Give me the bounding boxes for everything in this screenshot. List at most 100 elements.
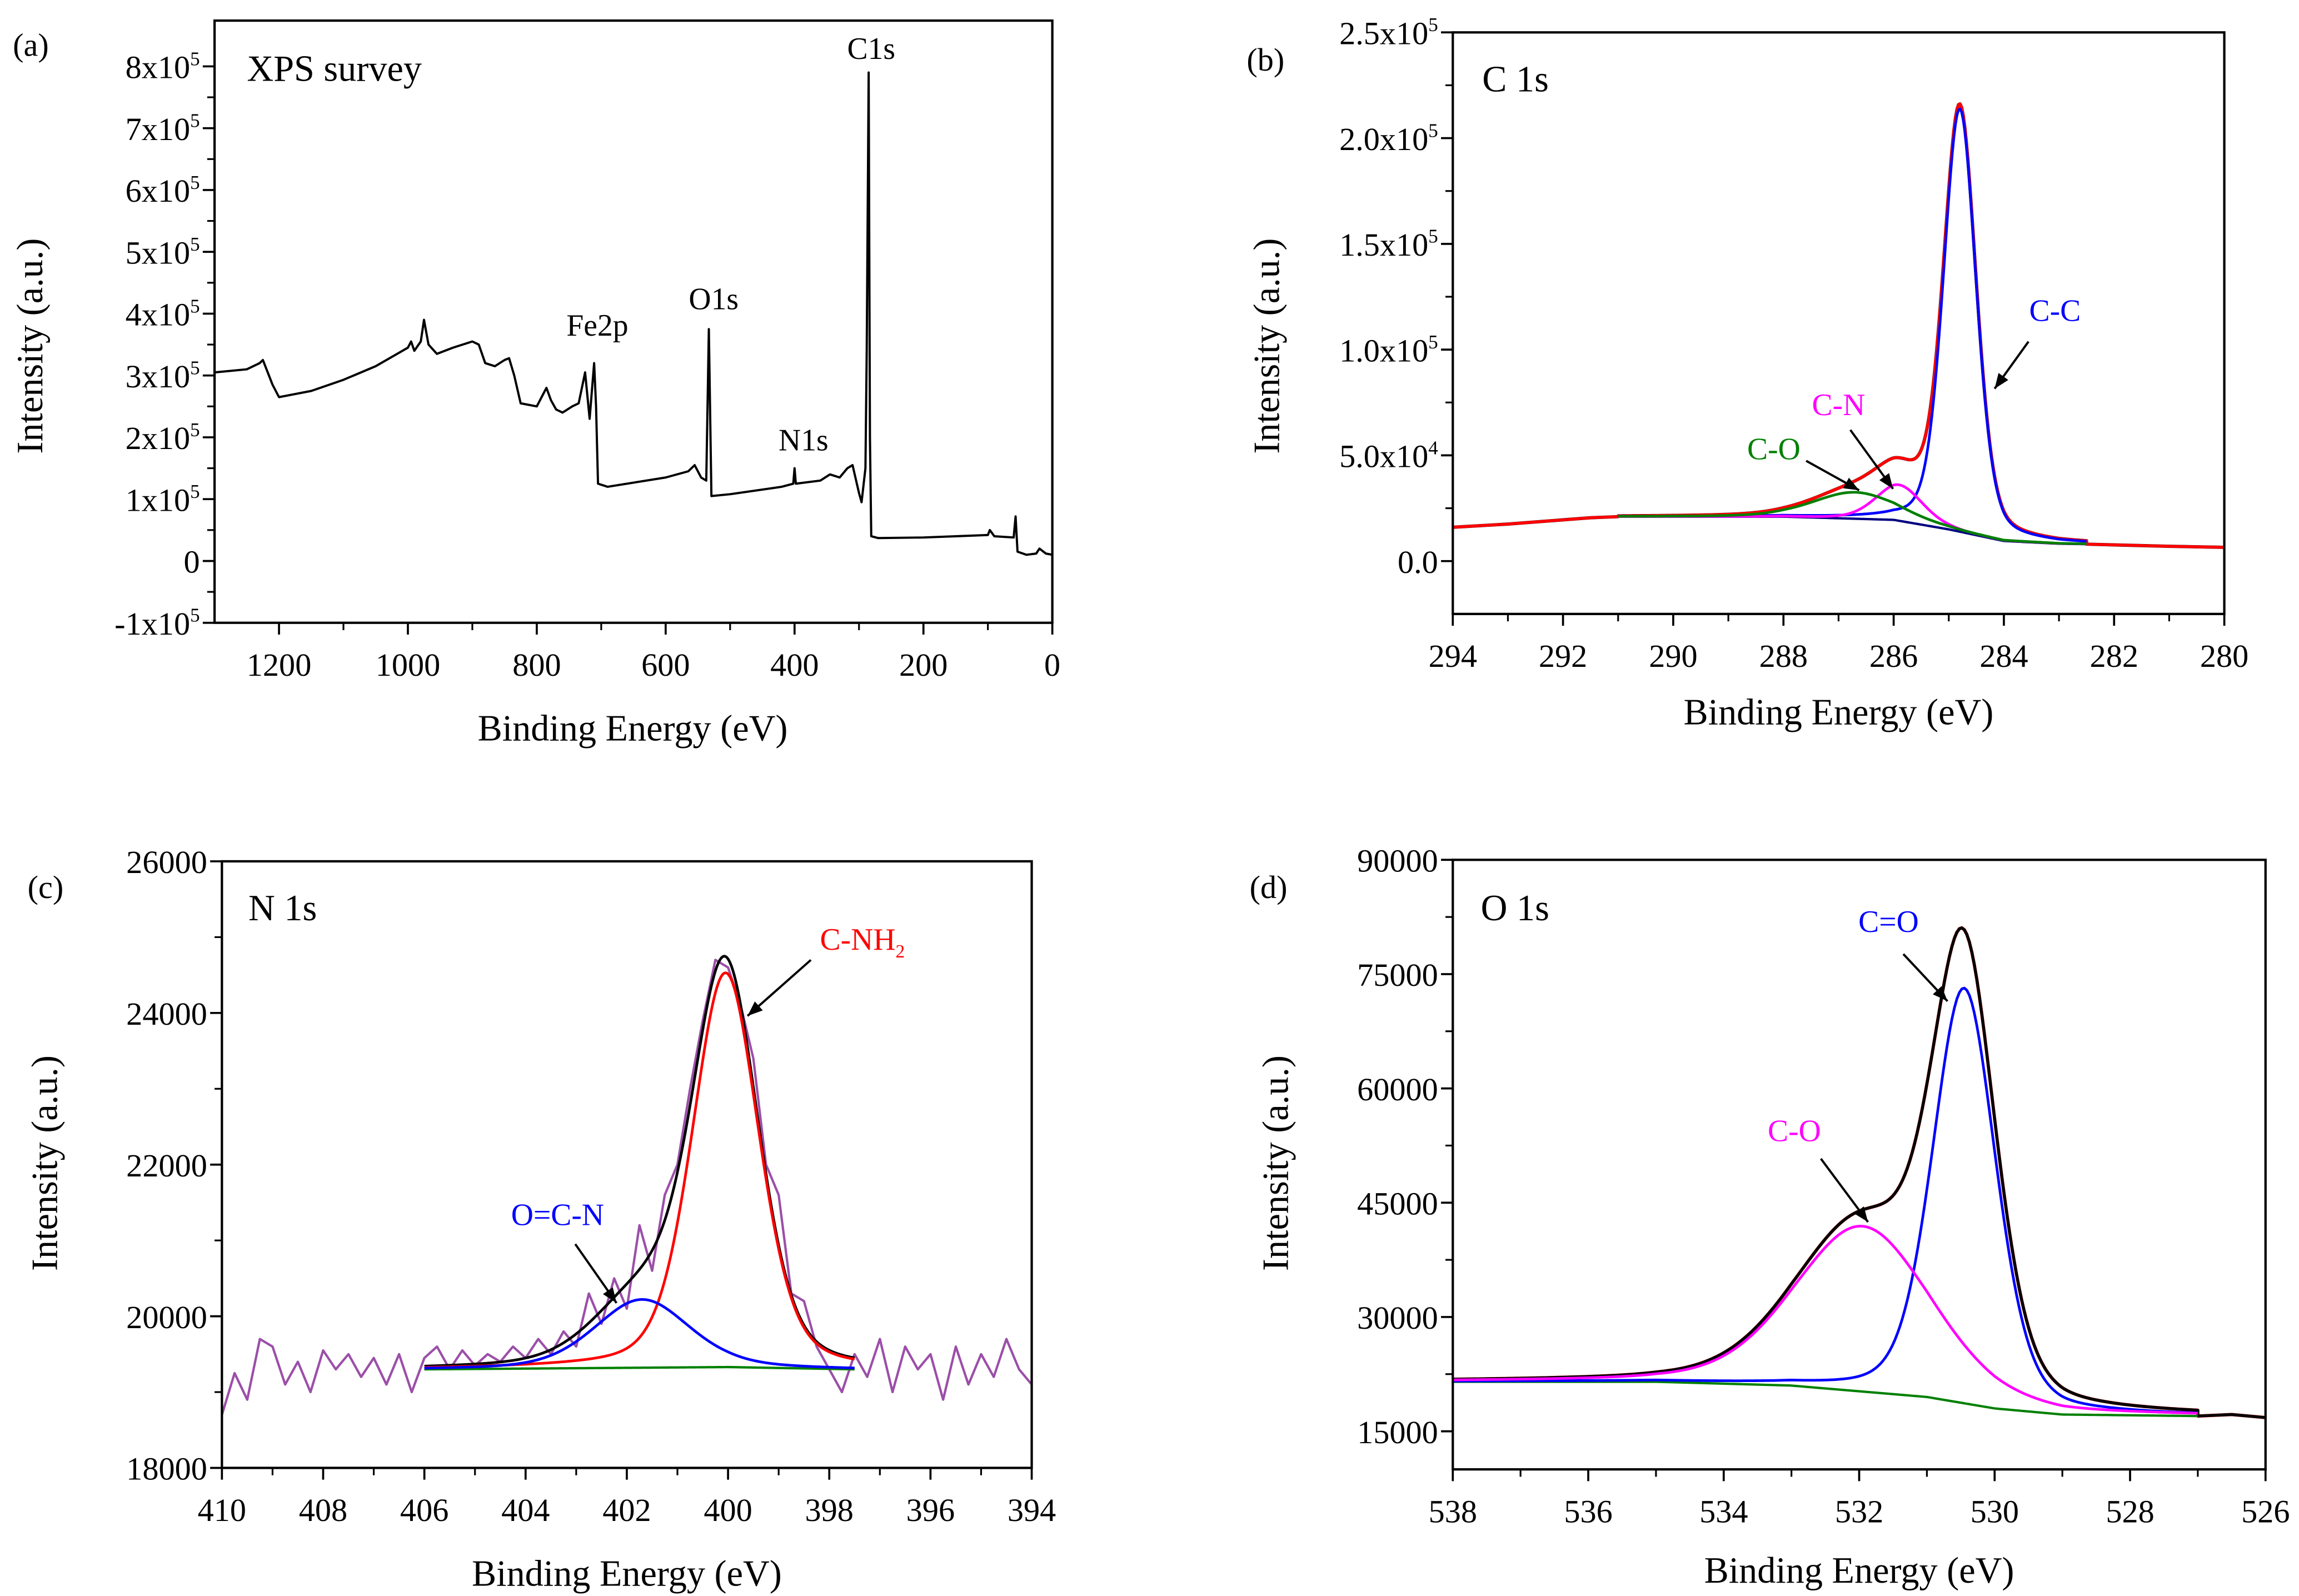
y-tick-label: 45000 <box>1357 1185 1438 1221</box>
y-tick-label: 1.5x105 <box>1339 226 1438 263</box>
x-axis-title: Binding Energy (eV) <box>1684 692 1994 733</box>
y-axis-title: Intensity (a.u.) <box>1256 1055 1296 1271</box>
y-tick-label: 15000 <box>1357 1414 1438 1450</box>
y-tick-label: 3x105 <box>126 357 200 395</box>
annotation-fe2p: Fe2p <box>566 308 628 343</box>
y-tick-label: 22000 <box>126 1148 207 1184</box>
component-line-c-o <box>1453 986 2198 1415</box>
annotation-c1s: C1s <box>847 32 895 66</box>
y-tick-label: 75000 <box>1357 957 1438 993</box>
y-tick-label: 60000 <box>1357 1071 1438 1108</box>
raw-data-line <box>222 959 1032 1415</box>
x-tick-label: 404 <box>501 1492 550 1528</box>
y-tick-label: 5x105 <box>126 233 200 271</box>
x-tick-label: 410 <box>198 1492 246 1528</box>
series-line-survey <box>215 71 1053 556</box>
component-line-c-nh-2 <box>424 971 855 1369</box>
panel-b-c1s: (b) C 1s Binding Energy (eV) Intensity (… <box>1246 14 2248 732</box>
arrow-head-icon <box>1854 1206 1868 1223</box>
y-tick-label: 90000 <box>1357 842 1438 879</box>
envelope-fit-line-under <box>1453 926 2266 1419</box>
y-tick-label: -1x105 <box>114 605 200 642</box>
x-tick-label: 292 <box>1539 638 1587 674</box>
x-tick-label: 400 <box>704 1492 752 1528</box>
y-tick-label: 2.0x105 <box>1339 119 1438 157</box>
component-label-c-o: C-O <box>1768 1114 1821 1148</box>
x-tick-label: 538 <box>1429 1494 1477 1530</box>
y-tick-label: 30000 <box>1357 1300 1438 1336</box>
x-tick-label: 530 <box>1971 1494 2019 1530</box>
component-label-c-o: C-O <box>1747 432 1801 467</box>
y-tick-label: 6x105 <box>126 172 200 209</box>
panel-d-o1s: (d) O 1s Binding Energy (eV) Intensity (… <box>1250 842 2290 1591</box>
annotation-n1s: N1s <box>779 423 829 458</box>
arrow-head-icon <box>1994 373 2008 389</box>
x-tick-label: 400 <box>770 647 819 683</box>
raw-data-line <box>1453 102 2225 549</box>
x-tick-label: 398 <box>805 1492 854 1528</box>
x-tick-label: 534 <box>1699 1494 1748 1530</box>
panel-label: (b) <box>1246 42 1284 78</box>
component-label-c-n: C-N <box>1812 388 1866 422</box>
y-tick-label: 5.0x104 <box>1339 437 1438 474</box>
x-tick-label: 800 <box>512 647 561 683</box>
annotation-o1s: O1s <box>689 282 739 316</box>
plot-area <box>1453 926 2266 1419</box>
x-axis-title: Binding Energy (eV) <box>1704 1550 2014 1591</box>
y-tick-label: 1x105 <box>126 481 200 518</box>
x-tick-label: 1000 <box>376 647 441 683</box>
y-tick-label: 0.0 <box>1398 544 1438 580</box>
x-tick-label: 0 <box>1044 647 1060 683</box>
y-tick-label: 2.5x105 <box>1339 14 1438 51</box>
component-line-o-c-n <box>424 1298 855 1370</box>
y-tick-label: 7x105 <box>126 110 200 147</box>
x-tick-label: 284 <box>1979 638 2028 674</box>
x-tick-label: 290 <box>1649 638 1697 674</box>
component-label-c-o: C=O <box>1858 905 1919 939</box>
raw-data-line <box>1453 926 2266 1419</box>
x-tick-label: 532 <box>1835 1494 1883 1530</box>
x-tick-label: 402 <box>602 1492 651 1528</box>
x-tick-label: 280 <box>2200 638 2248 674</box>
panel-label: (d) <box>1250 869 1288 905</box>
panel-label: (c) <box>28 869 64 905</box>
x-axis-title: Binding Energy (eV) <box>472 1553 782 1594</box>
arrow-head-icon <box>603 1287 617 1303</box>
x-tick-label: 394 <box>1008 1492 1056 1528</box>
y-tick-label: 0 <box>183 544 200 580</box>
x-tick-label: 1200 <box>247 647 312 683</box>
panel-title: O 1s <box>1481 888 1549 929</box>
arrow-head-icon <box>1843 477 1859 491</box>
arrow-head-icon <box>1879 473 1893 489</box>
panel-label: (a) <box>13 27 49 63</box>
y-tick-label: 2x105 <box>126 419 200 456</box>
arrow-head-icon <box>1933 986 1948 1001</box>
x-tick-label: 406 <box>400 1492 448 1528</box>
panel-title: C 1s <box>1482 59 1549 99</box>
component-label-c-c: C-C <box>2029 294 2081 328</box>
y-tick-label: 20000 <box>126 1299 207 1335</box>
panel-c-n1s: (c) N 1s Binding Energy (eV) Intensity (… <box>25 844 1056 1594</box>
y-tick-label: 8x105 <box>126 48 200 85</box>
arrow-head-icon <box>747 1001 763 1016</box>
x-tick-label: 200 <box>899 647 947 683</box>
y-tick-label: 26000 <box>126 844 207 880</box>
panel-title: N 1s <box>248 888 317 929</box>
y-axis-title: Intensity (a.u.) <box>25 1055 66 1271</box>
x-tick-label: 396 <box>906 1492 955 1528</box>
plot-frame <box>221 860 1033 1469</box>
x-tick-label: 288 <box>1759 638 1808 674</box>
envelope-fit-line <box>424 955 855 1368</box>
x-tick-label: 282 <box>2090 638 2138 674</box>
x-tick-label: 294 <box>1429 638 1477 674</box>
y-tick-label: 1.0x105 <box>1339 331 1438 368</box>
component-line-c-c <box>1618 107 2087 543</box>
y-tick-label: 18000 <box>126 1451 207 1487</box>
y-tick-label: 4x105 <box>126 295 200 332</box>
x-tick-label: 528 <box>2106 1494 2154 1530</box>
y-tick-label: 24000 <box>126 996 207 1032</box>
background-line <box>424 1365 855 1371</box>
component-line-c-o <box>1618 491 2087 545</box>
plot-frame <box>213 19 1054 624</box>
x-tick-label: 408 <box>299 1492 347 1528</box>
